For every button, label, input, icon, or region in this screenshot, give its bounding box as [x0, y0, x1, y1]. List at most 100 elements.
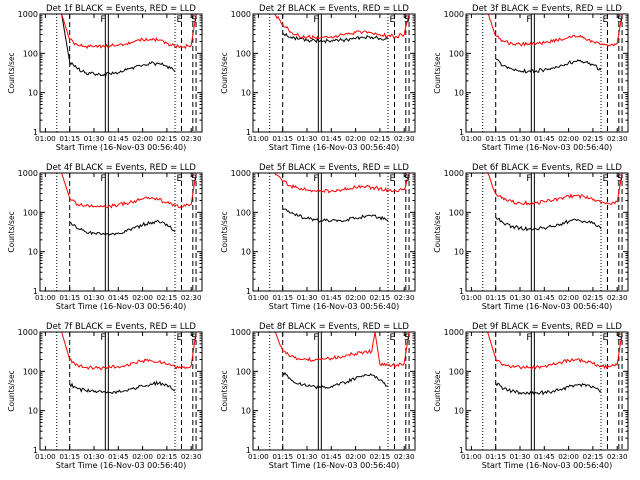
x-axis-label: Start Time (16-Nov-03 00:56:40) — [269, 143, 399, 152]
x-tick-label: 02:15 — [370, 134, 391, 143]
x-tick-label: 01:00 — [461, 293, 482, 302]
x-tick-label: 02:15 — [583, 452, 604, 461]
x-tick-label: 01:30 — [510, 293, 531, 302]
plot-frame — [39, 172, 203, 292]
y-tick-label: 10 — [28, 407, 38, 416]
y-tick-label: 100 — [23, 367, 38, 376]
x-tick-label: 01:00 — [461, 452, 482, 461]
x-tick-label: 02:30 — [607, 134, 628, 143]
x-tick-label: 02:30 — [181, 293, 202, 302]
plot-frame — [465, 13, 629, 133]
x-tick-label: 01:45 — [321, 452, 342, 461]
panel-title: Det 4f BLACK = Events, RED = LLD — [46, 163, 196, 173]
lld-series — [61, 14, 197, 50]
x-tick-label: 02:00 — [345, 134, 366, 143]
x-tick-label: 01:15 — [272, 134, 293, 143]
panel-title: Det 1f BLACK = Events, RED = LLD — [46, 4, 196, 14]
x-tick-label: 02:00 — [132, 134, 153, 143]
marker-label: S — [617, 174, 623, 184]
x-tick-label: 02:00 — [132, 452, 153, 461]
marker-label: F — [100, 15, 105, 25]
x-tick-label: 02:15 — [157, 134, 178, 143]
x-tick-label: 01:15 — [59, 134, 80, 143]
events-series — [282, 32, 389, 44]
events-series — [61, 14, 176, 78]
x-axis-label: Start Time (16-Nov-03 00:56:40) — [482, 302, 612, 311]
marker-label: F — [313, 174, 318, 184]
y-tick-label: 10 — [241, 89, 251, 98]
y-tick-label: 1000 — [231, 328, 251, 337]
marker-label: S — [191, 15, 197, 25]
x-tick-label: 01:45 — [534, 293, 555, 302]
marker-label: S — [617, 15, 623, 25]
x-tick-label: 01:00 — [35, 134, 56, 143]
lld-series — [274, 173, 410, 194]
x-tick-label: 01:45 — [108, 452, 129, 461]
marker-label: E — [176, 333, 182, 343]
y-tick-label: 1000 — [18, 10, 38, 19]
events-series — [69, 219, 176, 236]
marker-label: E — [389, 15, 395, 25]
y-tick-label: 1000 — [231, 10, 251, 19]
plot-frame — [252, 13, 416, 133]
marker-label: E — [389, 174, 395, 184]
marker-label: S — [191, 333, 197, 343]
x-tick-label: 01:30 — [84, 452, 105, 461]
x-tick-label: 01:15 — [59, 293, 80, 302]
y-tick-label: 10 — [28, 89, 38, 98]
marker-label: E — [176, 174, 182, 184]
plot-frame — [39, 13, 203, 133]
events-series — [69, 380, 176, 395]
y-tick-label: 1000 — [444, 328, 464, 337]
x-tick-label: 01:15 — [485, 134, 506, 143]
plot-frame — [39, 331, 203, 451]
x-tick-label: 02:15 — [157, 293, 178, 302]
events-series — [282, 371, 389, 390]
y-tick-label: 10 — [241, 248, 251, 257]
panel-title: Det 8f BLACK = Events, RED = LLD — [259, 322, 409, 332]
x-tick-label: 01:00 — [461, 134, 482, 143]
x-axis-label: Start Time (16-Nov-03 00:56:40) — [482, 143, 612, 152]
y-axis-label: Counts/sec — [220, 211, 229, 252]
y-tick-label: 1000 — [231, 169, 251, 178]
x-tick-label: 01:15 — [272, 452, 293, 461]
panel-title: Det 7f BLACK = Events, RED = LLD — [46, 322, 196, 332]
x-tick-label: 01:00 — [35, 293, 56, 302]
y-tick-label: 100 — [236, 208, 251, 217]
marker-label: F — [313, 333, 318, 343]
y-axis-label: Counts/sec — [220, 52, 229, 93]
y-axis-label: Counts/sec — [7, 52, 16, 93]
x-tick-label: 01:45 — [534, 134, 555, 143]
x-tick-label: 02:00 — [558, 452, 579, 461]
y-tick-label: 10 — [28, 248, 38, 257]
x-tick-label: 02:30 — [181, 134, 202, 143]
y-axis-label: Counts/sec — [7, 211, 16, 252]
marker-label: S — [404, 15, 410, 25]
marker-label: F — [313, 15, 318, 25]
x-tick-label: 01:30 — [84, 134, 105, 143]
x-tick-label: 02:30 — [607, 452, 628, 461]
y-tick-label: 100 — [449, 367, 464, 376]
x-tick-label: 01:00 — [248, 293, 269, 302]
x-tick-label: 02:15 — [583, 134, 604, 143]
y-axis-label: Counts/sec — [433, 211, 442, 252]
y-tick-label: 100 — [23, 208, 38, 217]
marker-label: E — [602, 333, 608, 343]
marker-label: F — [526, 15, 531, 25]
x-tick-label: 01:15 — [272, 293, 293, 302]
events-series — [495, 382, 602, 396]
x-tick-label: 02:15 — [370, 452, 391, 461]
x-axis-label: Start Time (16-Nov-03 00:56:40) — [269, 302, 399, 311]
marker-label: F — [526, 174, 531, 184]
events-series — [495, 216, 602, 232]
y-tick-label: 1000 — [444, 10, 464, 19]
marker-label: F — [100, 333, 105, 343]
x-axis-label: Start Time (16-Nov-03 00:56:40) — [482, 461, 612, 470]
y-tick-label: 1 — [33, 287, 38, 296]
marker-label: E — [176, 15, 182, 25]
